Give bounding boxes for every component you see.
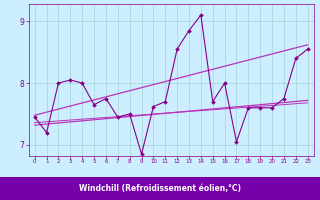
Text: Windchill (Refroidissement éolien,°C): Windchill (Refroidissement éolien,°C)	[79, 184, 241, 193]
